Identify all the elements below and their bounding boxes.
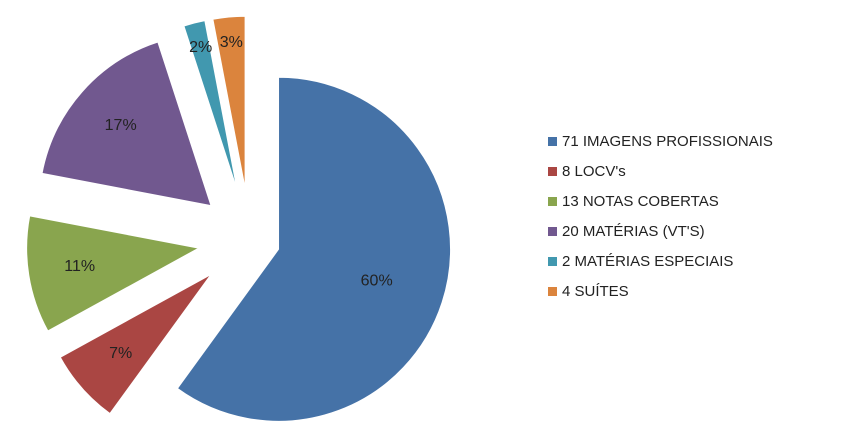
pie-slice: [41, 41, 212, 207]
data-label: 60%: [361, 272, 393, 289]
data-label: 11%: [64, 258, 95, 275]
legend-label: 4 SUÍTES: [562, 283, 629, 300]
legend-swatch: [548, 197, 557, 206]
legend-label: 20 MATÉRIAS (VT'S): [562, 223, 705, 240]
data-label: 17%: [105, 117, 137, 134]
legend-swatch: [548, 287, 557, 296]
legend-swatch: [548, 257, 557, 266]
legend-label: 8 LOCV's: [562, 163, 626, 180]
pie-slice: [212, 15, 246, 189]
data-label: 7%: [109, 345, 132, 362]
pie-slice: [26, 215, 201, 332]
legend-label: 13 NOTAS COBERTAS: [562, 193, 719, 210]
legend-swatch: [548, 137, 557, 146]
pie-slice: [59, 273, 212, 415]
data-label: 2%: [189, 39, 212, 56]
pie-slice: [176, 76, 452, 422]
pie-slice: [183, 20, 238, 190]
legend-swatch: [548, 167, 557, 176]
legend-label: 71 IMAGENS PROFISSIONAIS: [562, 133, 773, 150]
legend-swatch: [548, 227, 557, 236]
legend-label: 2 MATÉRIAS ESPECIAIS: [562, 253, 733, 270]
data-label: 3%: [220, 34, 243, 51]
